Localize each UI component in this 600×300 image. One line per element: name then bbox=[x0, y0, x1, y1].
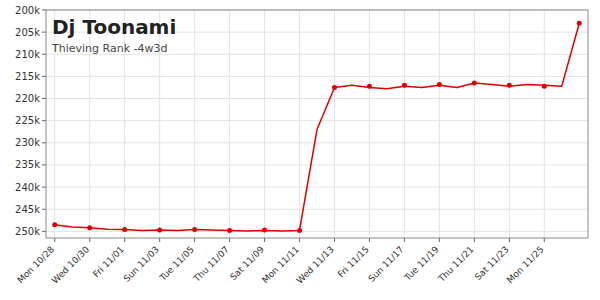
x-tick-label: Thu 11/21 bbox=[436, 244, 476, 284]
x-grid-line bbox=[299, 10, 300, 238]
marker bbox=[332, 85, 337, 90]
plot-frame bbox=[46, 10, 588, 238]
y-tick bbox=[42, 164, 46, 165]
x-grid-line bbox=[509, 10, 510, 238]
x-grid-line bbox=[229, 10, 230, 238]
x-tick bbox=[509, 238, 510, 242]
x-grid-line bbox=[439, 10, 440, 238]
y-tick-label: 210k bbox=[15, 49, 40, 60]
marker bbox=[157, 228, 162, 233]
y-grid-line bbox=[46, 187, 588, 188]
x-tick-label: Wed 11/13 bbox=[295, 244, 336, 285]
y-tick bbox=[42, 231, 46, 232]
y-tick bbox=[42, 187, 46, 188]
marker bbox=[297, 228, 302, 233]
marker bbox=[122, 227, 127, 232]
x-tick bbox=[299, 238, 300, 242]
x-tick-label: Wed 10/30 bbox=[50, 244, 92, 286]
marker bbox=[437, 82, 442, 87]
x-tick bbox=[194, 238, 195, 242]
x-tick bbox=[369, 238, 370, 242]
y-tick bbox=[42, 10, 46, 11]
y-tick bbox=[42, 98, 46, 99]
y-tick-label: 250k bbox=[15, 226, 40, 237]
x-tick bbox=[229, 238, 230, 242]
y-grid-line bbox=[46, 142, 588, 143]
y-tick-label: 205k bbox=[15, 27, 40, 38]
marker bbox=[262, 228, 267, 233]
y-grid-line bbox=[46, 209, 588, 210]
marker bbox=[402, 83, 407, 88]
y-grid-line bbox=[46, 164, 588, 165]
marker bbox=[192, 227, 197, 232]
y-tick-label: 200k bbox=[15, 5, 40, 16]
x-tick-label: Fri 11/15 bbox=[336, 244, 371, 279]
y-tick-label: 215k bbox=[15, 71, 40, 82]
x-tick-label: Tue 11/19 bbox=[402, 244, 441, 283]
y-tick-label: 240k bbox=[15, 182, 40, 193]
title: Dj Toonami bbox=[52, 15, 176, 39]
grid bbox=[46, 10, 588, 238]
x-tick bbox=[474, 238, 475, 242]
marker bbox=[87, 225, 92, 230]
x-grid-line bbox=[474, 10, 475, 238]
x-tick-label: Sun 11/03 bbox=[122, 244, 162, 284]
x-tick bbox=[54, 238, 55, 242]
y-tick bbox=[42, 54, 46, 55]
marker bbox=[507, 83, 512, 88]
x-tick bbox=[439, 238, 440, 242]
y-grid-line bbox=[46, 76, 588, 77]
y-tick bbox=[42, 76, 46, 77]
y-tick bbox=[42, 32, 46, 33]
y-tick bbox=[42, 209, 46, 210]
subtitle: Thieving Rank -4w3d bbox=[51, 42, 167, 55]
x-grid-line bbox=[404, 10, 405, 238]
marker bbox=[577, 21, 582, 26]
y-tick-label: 230k bbox=[15, 137, 40, 148]
x-tick-label: Mon 11/25 bbox=[505, 244, 546, 285]
marker bbox=[472, 81, 477, 86]
x-grid-line bbox=[544, 10, 545, 238]
x-tick-label: Sun 11/17 bbox=[366, 244, 406, 284]
marker bbox=[227, 228, 232, 233]
y-tick-label: 220k bbox=[15, 93, 40, 104]
marker bbox=[542, 84, 547, 89]
y-grid-line bbox=[46, 231, 588, 232]
y-grid-line bbox=[46, 120, 588, 121]
chart: 200k 205k 210k 215k 220k 225k 230k 235k 240k 245k… bbox=[0, 0, 600, 300]
y-tick bbox=[42, 142, 46, 143]
y-grid-line bbox=[46, 98, 588, 99]
y-tick-label: 235k bbox=[15, 159, 40, 170]
marker bbox=[367, 84, 372, 89]
y-tick bbox=[42, 120, 46, 121]
x-grid-line bbox=[334, 10, 335, 238]
x-tick bbox=[264, 238, 265, 242]
x-tick-label: Tue 11/05 bbox=[157, 244, 196, 283]
x-tick-label: Fri 11/01 bbox=[91, 244, 126, 279]
y-tick-label: 245k bbox=[15, 204, 40, 215]
x-tick bbox=[334, 238, 335, 242]
marker bbox=[52, 222, 57, 227]
x-grid-line bbox=[264, 10, 265, 238]
x-grid-line bbox=[194, 10, 195, 238]
x-tick bbox=[89, 238, 90, 242]
x-tick-label: Thu 11/07 bbox=[191, 244, 231, 284]
y-tick-label: 225k bbox=[15, 115, 40, 126]
x-tick bbox=[124, 238, 125, 242]
x-tick bbox=[404, 238, 405, 242]
x-tick bbox=[159, 238, 160, 242]
x-grid-line bbox=[369, 10, 370, 238]
x-tick bbox=[544, 238, 545, 242]
